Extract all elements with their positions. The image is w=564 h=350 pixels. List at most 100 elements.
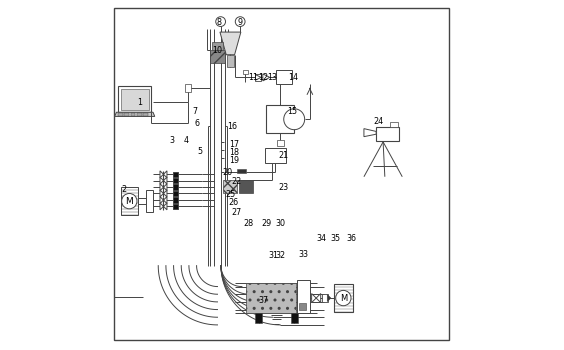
Polygon shape (164, 190, 167, 197)
Polygon shape (164, 203, 167, 210)
Text: 6: 6 (194, 119, 199, 128)
Circle shape (122, 194, 137, 209)
Text: 27: 27 (231, 208, 242, 217)
Text: M: M (340, 294, 347, 302)
Bar (173, 204, 178, 209)
Bar (255, 313, 262, 323)
Text: 33: 33 (299, 250, 309, 259)
Text: 16: 16 (227, 122, 237, 131)
Circle shape (235, 17, 245, 27)
Text: 1: 1 (137, 98, 142, 107)
Bar (173, 197, 178, 203)
Text: 7: 7 (192, 107, 197, 116)
Text: 21: 21 (279, 151, 289, 160)
Text: 14: 14 (288, 72, 298, 82)
Polygon shape (160, 203, 164, 210)
Polygon shape (312, 294, 316, 303)
Bar (299, 303, 306, 309)
Polygon shape (114, 112, 155, 117)
Polygon shape (160, 177, 164, 184)
Bar (223, 180, 237, 193)
Text: 4: 4 (184, 136, 189, 145)
Polygon shape (164, 171, 167, 178)
Text: 13: 13 (267, 72, 277, 82)
Bar (131, 113, 135, 116)
Bar (143, 113, 148, 116)
Polygon shape (164, 197, 167, 204)
Text: 24: 24 (373, 117, 384, 126)
Bar (121, 89, 149, 110)
Bar (227, 55, 234, 67)
Polygon shape (164, 184, 167, 191)
Circle shape (284, 109, 305, 130)
Polygon shape (160, 184, 164, 191)
Text: 2: 2 (121, 185, 126, 194)
Polygon shape (220, 32, 241, 55)
Text: 25: 25 (226, 190, 236, 199)
Polygon shape (263, 74, 270, 81)
Bar (173, 191, 178, 196)
Polygon shape (327, 295, 331, 302)
Bar (210, 49, 225, 63)
Text: 18: 18 (229, 147, 239, 156)
Text: M: M (125, 197, 133, 206)
Bar (276, 70, 293, 84)
Bar (240, 180, 253, 193)
Text: 11: 11 (248, 72, 258, 82)
Text: 5: 5 (197, 147, 202, 156)
Bar (290, 313, 298, 323)
Polygon shape (160, 171, 164, 178)
Bar (137, 113, 142, 116)
Bar (118, 113, 123, 116)
Text: 3: 3 (170, 136, 175, 145)
Text: 29: 29 (261, 219, 271, 228)
Bar (173, 184, 178, 190)
Text: 10: 10 (212, 46, 222, 55)
Text: 12: 12 (258, 72, 268, 82)
Text: 35: 35 (331, 234, 341, 243)
Text: 17: 17 (229, 140, 239, 148)
Bar (266, 105, 294, 133)
Bar (237, 169, 246, 173)
Text: 22: 22 (231, 177, 242, 186)
Text: 28: 28 (243, 219, 253, 228)
Bar (333, 284, 352, 312)
Text: 30: 30 (275, 219, 285, 228)
Text: 9: 9 (237, 18, 243, 27)
Circle shape (216, 17, 226, 27)
Text: 19: 19 (229, 155, 239, 164)
Bar (185, 84, 191, 92)
Bar (173, 172, 178, 177)
Bar (277, 140, 284, 146)
Bar (297, 280, 310, 313)
Text: 15: 15 (287, 107, 297, 116)
Text: 34: 34 (317, 234, 327, 243)
Bar (255, 74, 261, 81)
Bar (376, 127, 399, 141)
Polygon shape (160, 197, 164, 204)
Text: 26: 26 (228, 198, 238, 207)
Bar (265, 148, 286, 163)
Bar (322, 294, 328, 302)
Bar (173, 178, 178, 183)
Text: 20: 20 (223, 168, 233, 177)
Bar (118, 86, 151, 112)
Text: 31: 31 (269, 251, 279, 260)
Text: 32: 32 (276, 251, 286, 260)
Polygon shape (316, 294, 321, 303)
Text: 36: 36 (346, 234, 356, 243)
Bar (125, 113, 129, 116)
Polygon shape (160, 190, 164, 197)
Text: 8: 8 (217, 18, 222, 27)
Bar (212, 42, 223, 49)
Bar (390, 122, 398, 127)
Polygon shape (164, 177, 167, 184)
Text: 37: 37 (258, 296, 268, 305)
Circle shape (336, 290, 351, 306)
Text: 23: 23 (279, 183, 289, 192)
Bar (121, 187, 138, 215)
Bar (246, 283, 296, 313)
Polygon shape (364, 129, 376, 137)
Bar (243, 70, 248, 74)
Bar (147, 190, 153, 212)
